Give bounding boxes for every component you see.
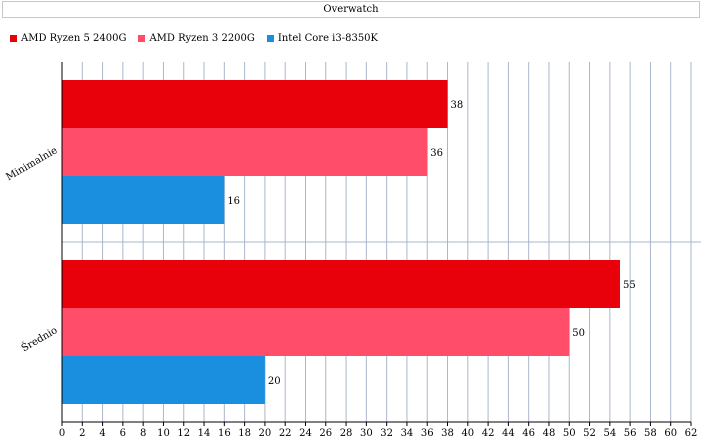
- x-tick-label: 4: [99, 428, 105, 439]
- x-tick-label: 34: [401, 428, 414, 439]
- x-tick-label: 58: [644, 428, 657, 439]
- x-tick-label: 0: [59, 428, 65, 439]
- bar: [62, 128, 428, 176]
- x-tick-label: 36: [421, 428, 434, 439]
- category-label: Średnio: [19, 324, 59, 354]
- data-label: 36: [430, 148, 443, 159]
- x-tick-label: 44: [502, 428, 515, 439]
- x-tick-label: 60: [664, 428, 677, 439]
- x-tick-label: 40: [461, 428, 474, 439]
- data-label: 38: [451, 100, 464, 111]
- category-label: Minimalnie: [4, 145, 59, 183]
- data-label: 55: [623, 280, 636, 291]
- x-tick-label: 38: [441, 428, 454, 439]
- x-tick-label: 26: [319, 428, 332, 439]
- x-tick-label: 50: [563, 428, 576, 439]
- bar: [62, 176, 225, 224]
- x-tick-label: 42: [482, 428, 495, 439]
- x-tick-label: 12: [177, 428, 190, 439]
- legend-item-ryzen5: AMD Ryzen 5 2400G: [10, 33, 126, 44]
- data-label: 20: [268, 376, 281, 387]
- bar: [62, 260, 620, 308]
- x-tick-label: 22: [279, 428, 292, 439]
- x-tick-label: 8: [140, 428, 146, 439]
- data-label: 50: [572, 328, 585, 339]
- x-tick-label: 56: [624, 428, 637, 439]
- legend-item-i3: Intel Core i3-8350K: [266, 32, 379, 44]
- x-tick-label: 14: [198, 428, 211, 439]
- legend-label-ryzen5: AMD Ryzen 5 2400G: [21, 32, 127, 44]
- x-tick-label: 62: [685, 428, 698, 439]
- legend-label-ryzen3: AMD Ryzen 3 2200G: [149, 32, 255, 44]
- legend-label-i3: Intel Core i3-8350K: [277, 32, 379, 44]
- x-tick-label: 46: [522, 428, 535, 439]
- x-tick-label: 16: [218, 428, 231, 439]
- bar: [62, 356, 265, 404]
- x-tick-label: 32: [380, 428, 393, 439]
- x-tick-label: 18: [238, 428, 251, 439]
- legend: AMD Ryzen 5 2400G AMD Ryzen 3 2200G Inte…: [10, 31, 378, 45]
- x-tick-label: 48: [543, 428, 556, 439]
- x-tick-label: 24: [299, 428, 312, 439]
- x-tick-label: 30: [360, 428, 373, 439]
- x-tick-label: 20: [259, 428, 272, 439]
- legend-swatch-i3: [266, 34, 274, 42]
- data-label: 16: [227, 196, 240, 207]
- bar: [62, 80, 448, 128]
- x-tick-label: 52: [583, 428, 596, 439]
- legend-item-ryzen3: AMD Ryzen 3 2200G: [138, 32, 255, 44]
- legend-swatch-ryzen5: [10, 34, 17, 42]
- bar: [62, 308, 570, 356]
- legend-swatch-ryzen3: [138, 34, 146, 42]
- x-tick-label: 54: [603, 428, 616, 439]
- x-tick-label: 2: [79, 428, 85, 439]
- x-tick-label: 28: [340, 428, 353, 439]
- x-tick-label: 10: [157, 428, 170, 439]
- x-tick-label: 6: [120, 428, 126, 439]
- chart-title: Overwatch: [2, 1, 700, 18]
